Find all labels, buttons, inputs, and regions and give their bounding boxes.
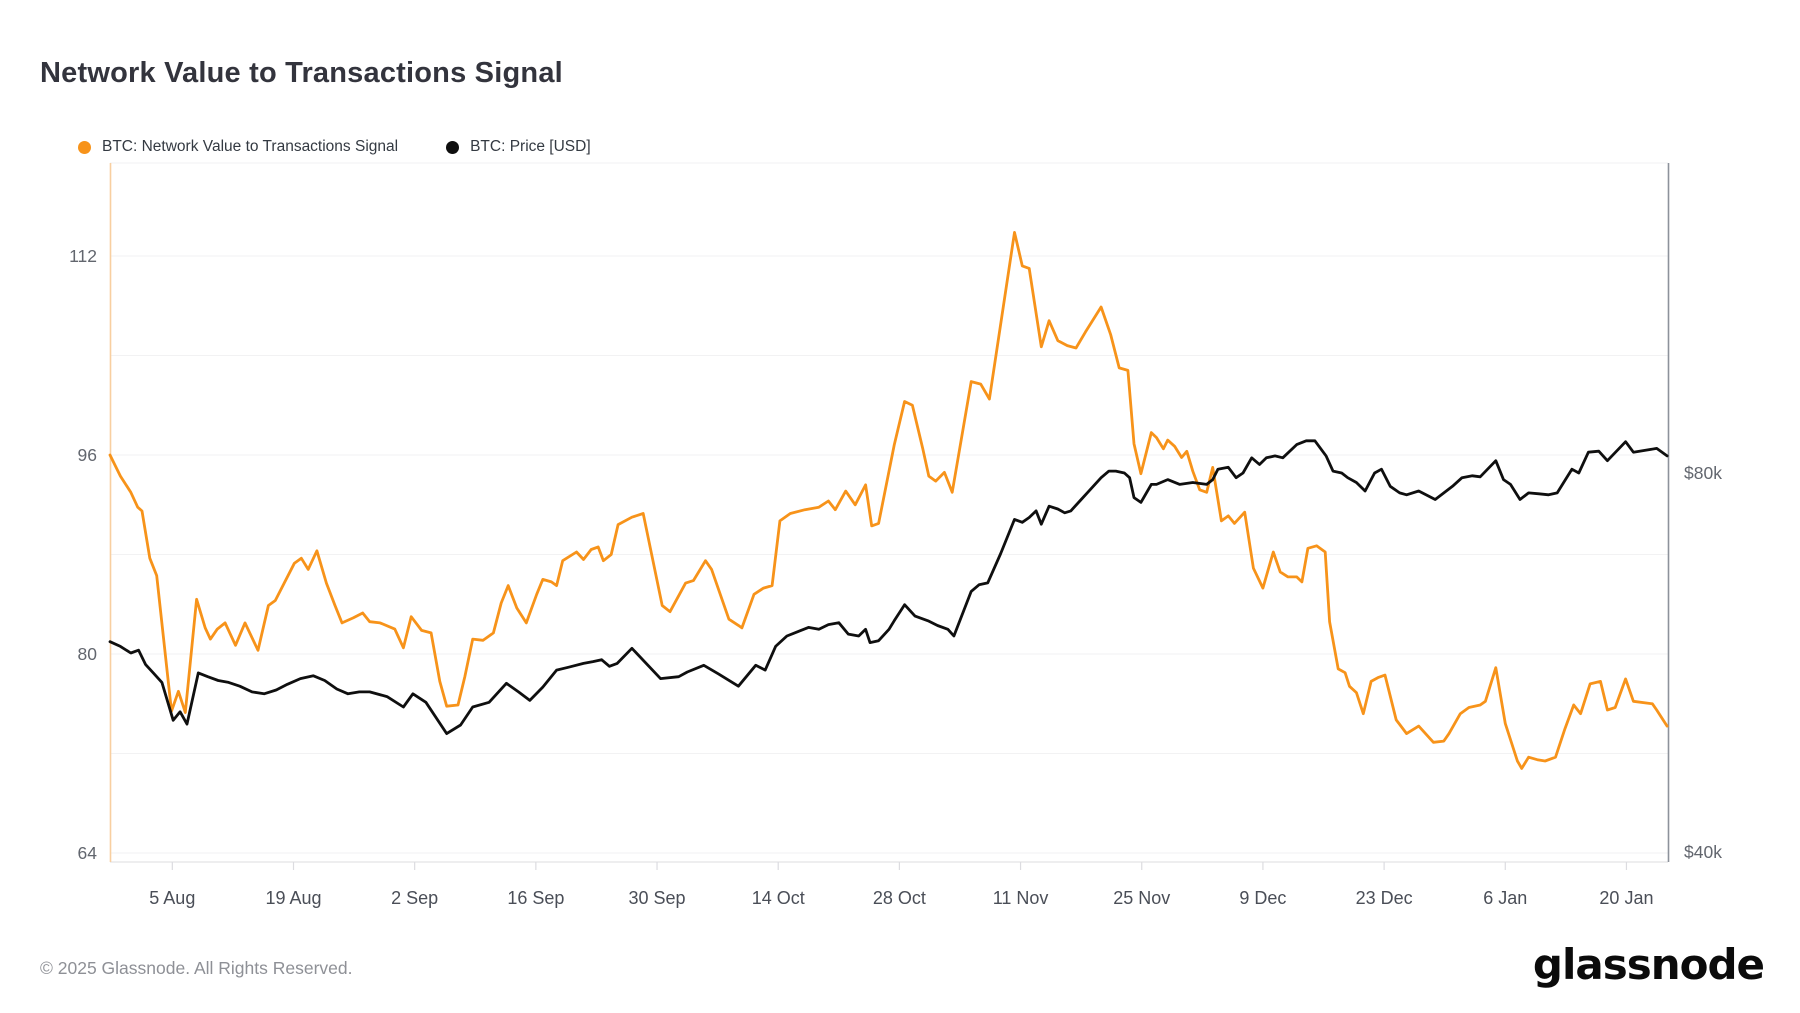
x-axis-label: 6 Jan — [1483, 888, 1527, 908]
y-axis-left-label: 80 — [78, 644, 98, 664]
page-title: Network Value to Transactions Signal — [40, 57, 563, 90]
legend-item-nvt-signal[interactable]: BTC: Network Value to Transactions Signa… — [78, 138, 398, 156]
x-axis-label: 30 Sep — [628, 888, 685, 908]
chart-legend: BTC: Network Value to Transactions Signa… — [78, 138, 591, 156]
price-line — [108, 439, 1669, 735]
x-axis-label: 20 Jan — [1599, 888, 1653, 908]
legend-label: BTC: Network Value to Transactions Signa… — [102, 138, 399, 155]
legend-label: BTC: Price [USD] — [470, 138, 591, 155]
x-axis-label: 25 Nov — [1113, 888, 1170, 908]
x-axis-label: 16 Sep — [507, 888, 564, 908]
x-axis-label: 5 Aug — [149, 888, 195, 908]
legend-dot-orange-icon — [78, 140, 91, 154]
y-axis-right-label: $40k — [1684, 842, 1722, 862]
x-axis-label: 2 Sep — [391, 888, 438, 908]
x-axis-label: 19 Aug — [265, 888, 321, 908]
x-axis-label: 28 Oct — [873, 888, 926, 908]
legend-item-price[interactable]: BTC: Price [USD] — [446, 138, 591, 156]
x-axis-label: 9 Dec — [1239, 888, 1286, 908]
y-axis-left-label: 96 — [78, 445, 97, 465]
y-axis-right-label: $80k — [1684, 463, 1722, 483]
y-axis-left-label: 112 — [69, 246, 97, 266]
nvt-signal-line — [108, 230, 1669, 770]
glassnode-logo: glassnode — [1532, 940, 1765, 989]
legend-dot-black-icon — [446, 140, 460, 154]
x-axis-label: 14 Oct — [752, 888, 805, 908]
y-axis-left-label: 64 — [78, 843, 98, 863]
x-axis-label: 23 Dec — [1356, 888, 1413, 908]
x-axis-label: 11 Nov — [993, 888, 1049, 908]
footer-copyright: © 2025 Glassnode. All Rights Reserved. — [40, 958, 353, 978]
